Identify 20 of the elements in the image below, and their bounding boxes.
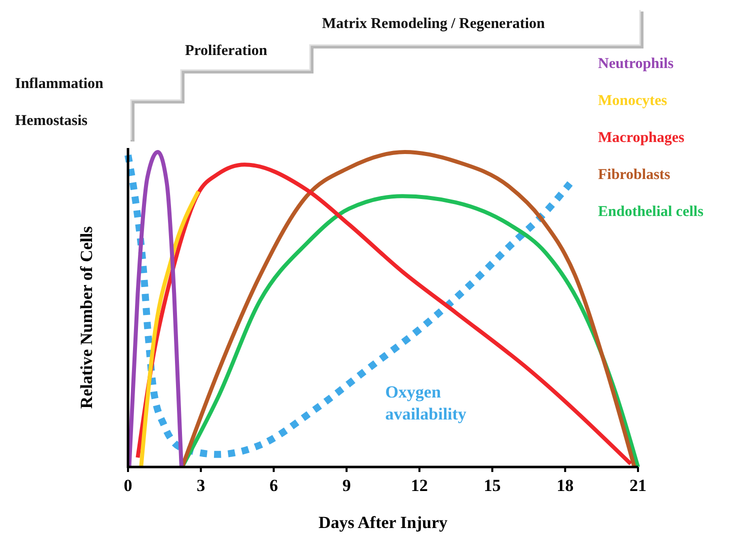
series-label: Oxygen availability [385,382,467,424]
x-tick-label: 21 [630,476,646,495]
text: Endothelial cells [598,204,704,220]
x-tick-label: 12 [410,476,428,495]
text: Monocytes [598,93,668,109]
x-tick-label: 6 [269,476,278,495]
x-tick-label: 0 [124,476,132,495]
text: Fibroblasts [598,167,670,183]
text: Neutrophils [598,56,674,72]
y-axis-title: Relative Number of Cells [77,226,96,409]
text: Hemostasis [15,113,88,129]
x-axis-title: Days After Injury [318,513,448,532]
x-tick-label: 3 [196,476,206,495]
text: Matrix Remodeling / Regeneration [322,16,546,32]
x-tick-label: 15 [484,476,501,495]
text: Inflammation [15,76,104,92]
x-tick-label: 18 [556,476,574,495]
x-tick-label: 9 [342,476,351,495]
text: Proliferation [185,43,268,59]
text: Macrophages [598,130,685,146]
